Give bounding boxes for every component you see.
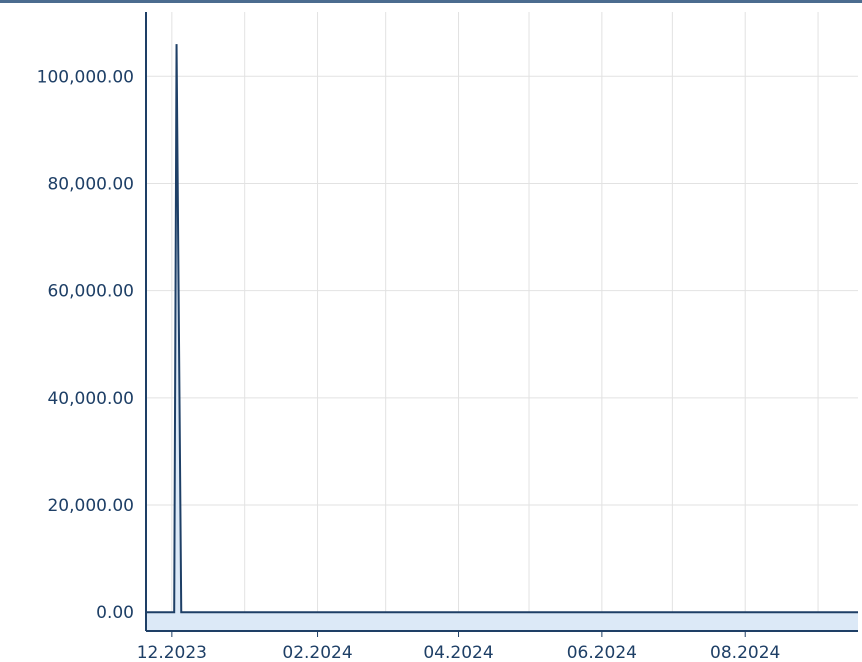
y-tick-label: 100,000.00 (37, 67, 134, 87)
y-tick-label: 60,000.00 (47, 282, 134, 302)
x-tick-label: 08.2024 (710, 643, 780, 662)
y-tick-label: 40,000.00 (47, 389, 134, 409)
x-tick-label: 02.2024 (282, 643, 352, 662)
y-tick-label: 80,000.00 (47, 174, 134, 194)
y-tick-label: 20,000.00 (47, 496, 134, 516)
series-area (146, 44, 858, 631)
series-line (146, 44, 858, 612)
x-tick-label: 04.2024 (423, 643, 493, 662)
y-tick-label: 0.00 (96, 603, 134, 623)
x-tick-label: 06.2024 (567, 643, 637, 662)
x-tick-label: 12.2023 (137, 643, 207, 662)
